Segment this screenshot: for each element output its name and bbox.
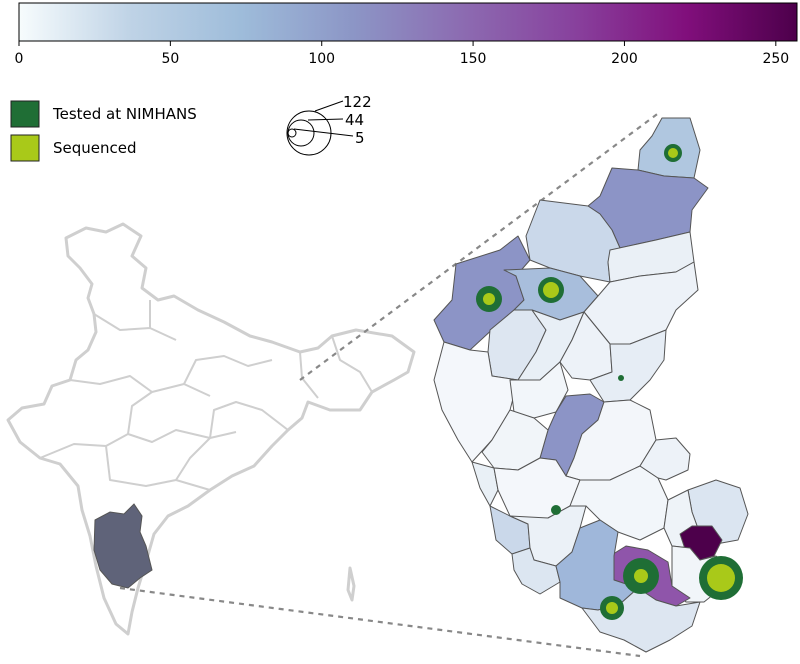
district-ballari xyxy=(589,329,667,403)
colorbar-tick-label: 50 xyxy=(161,51,179,67)
district-chikkaballapura xyxy=(639,437,691,481)
colorbar-ticks: 0 50 100 150 200 250 xyxy=(15,41,789,67)
sequenced-bubble xyxy=(483,293,495,305)
india-island-east xyxy=(346,566,356,602)
marker-ballari xyxy=(618,375,624,381)
karnataka-highlight xyxy=(93,503,153,589)
size-circle-medium xyxy=(287,119,315,147)
marker-chikkamagaluru xyxy=(551,505,561,515)
colorbar-tick-label: 100 xyxy=(308,51,335,67)
sequenced-bubble xyxy=(543,282,559,298)
connector-bottom xyxy=(119,586,641,658)
india-map xyxy=(6,222,416,636)
size-legend: 122 44 5 xyxy=(286,93,372,156)
marker-belagavi xyxy=(476,286,502,312)
colorbar-gradient xyxy=(18,2,798,42)
sequenced-bubble xyxy=(606,602,618,614)
size-label-medium: 44 xyxy=(345,111,364,129)
marker-bagalkot xyxy=(538,277,564,303)
marker-bidar xyxy=(664,144,682,162)
connector-top xyxy=(299,111,661,381)
sequenced-bubble xyxy=(634,569,648,583)
marker-mandya xyxy=(623,558,659,594)
legend: Tested at NIMHANS Sequenced xyxy=(10,100,197,162)
size-leader-small xyxy=(293,128,354,137)
inset-connectors xyxy=(119,111,661,658)
sequenced-label: Sequenced xyxy=(53,139,137,157)
colorbar: 0 50 100 150 200 250 xyxy=(15,2,798,67)
size-circle-small xyxy=(287,128,297,138)
colorbar-tick-label: 200 xyxy=(611,51,638,67)
colorbar-tick-label: 0 xyxy=(15,51,24,67)
tested-bubble xyxy=(618,375,624,381)
size-label-small: 5 xyxy=(355,129,365,147)
marker-bengaluru-urban xyxy=(699,556,743,600)
size-label-large: 122 xyxy=(343,93,372,111)
sequenced-bubble xyxy=(668,148,678,158)
tested-swatch xyxy=(10,100,40,128)
sequenced-bubble xyxy=(707,564,735,592)
bubble-markers xyxy=(476,144,743,620)
tested-label: Tested at NIMHANS xyxy=(52,105,197,123)
colorbar-tick-label: 250 xyxy=(762,51,789,67)
size-leader-medium xyxy=(307,118,344,121)
size-leader-large xyxy=(314,100,344,112)
district-udupi xyxy=(471,461,499,507)
colorbar-tick-label: 150 xyxy=(460,51,487,67)
marker-mysuru xyxy=(600,596,624,620)
sequenced-swatch xyxy=(10,134,40,162)
tested-bubble xyxy=(551,505,561,515)
